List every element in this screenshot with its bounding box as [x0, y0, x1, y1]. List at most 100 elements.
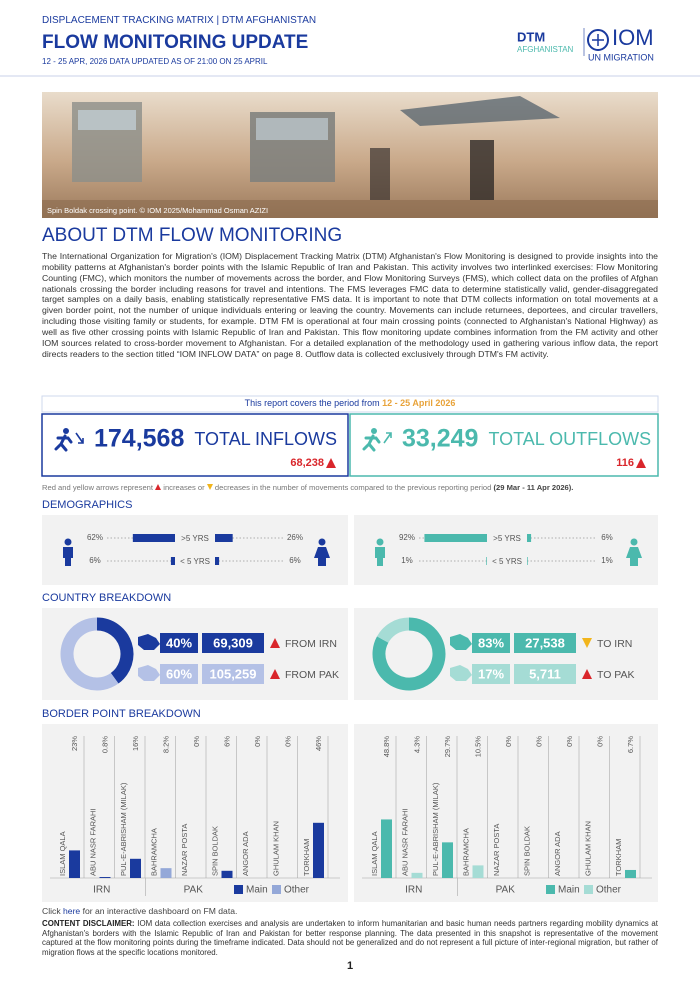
share-box [160, 664, 198, 684]
male-value: 92% [399, 533, 415, 542]
count-box [202, 664, 264, 684]
point-label: TORKHAM [614, 839, 623, 876]
female-value: 6% [601, 533, 613, 542]
dashboard-link[interactable]: here [63, 906, 81, 916]
bar-value: 0.8% [100, 736, 109, 753]
runner-icon [54, 434, 73, 452]
point-label: SPIN BOLDAK [210, 826, 219, 876]
bar-value: 29.7% [443, 736, 452, 758]
runner-icon [383, 432, 392, 444]
report-title: FLOW MONITORING UPDATE [42, 32, 309, 53]
group-label: PAK [184, 885, 204, 896]
note-period: (29 Mar - 11 Apr 2026). [493, 483, 574, 492]
point-label: NAZAR POSTA [180, 824, 189, 876]
panel-bg [42, 515, 348, 585]
point-label: ANGOR ADA [241, 831, 250, 876]
point-label: TORKHAM [302, 839, 311, 876]
point-label: NAZAR POSTA [492, 824, 501, 876]
bar-value: 10.5% [473, 736, 482, 758]
donut-segment [372, 617, 446, 691]
male-value: 1% [401, 556, 413, 565]
section-title: BORDER POINT BREAKDOWN [42, 708, 201, 720]
group-label: IRN [405, 885, 422, 896]
share-value: 17% [478, 666, 504, 681]
period-text: This report covers the period from [244, 398, 380, 408]
point-label: ABU NASR FARAHI [88, 808, 97, 876]
point-label: ABU NASR FARAHI [400, 808, 409, 876]
female-bar [527, 557, 528, 565]
link-text: Click [42, 906, 61, 916]
bar-value: 48.8% [382, 736, 391, 758]
bar [99, 877, 111, 878]
male-bar [132, 534, 175, 542]
bar [313, 822, 324, 878]
panel-bg [354, 515, 658, 585]
group-label: IRN [93, 885, 110, 896]
iom-emblem [587, 29, 609, 51]
logo-iom: IOM [612, 25, 654, 50]
disclaimer-label: CONTENT DISCLAIMER: [42, 919, 135, 928]
count-box [202, 633, 264, 653]
total-change: 68,238 [290, 457, 324, 469]
period-line: This report covers the period from 12 - … [42, 398, 658, 408]
female-bar [215, 557, 220, 565]
bar [130, 858, 141, 878]
person-icon [626, 547, 642, 566]
point-label: PUL-E-ABRISHAM (MILAK) [431, 782, 440, 876]
bar-value: 23% [70, 736, 79, 751]
total-value: 174,568 [94, 425, 184, 453]
female-bar [527, 534, 532, 542]
person-icon [318, 538, 326, 546]
bar [625, 869, 636, 878]
dashboard-line: Click here for an interactive dashboard … [42, 906, 237, 916]
total-value: 33,249 [402, 425, 478, 453]
male-bar [424, 534, 487, 542]
point-label: PUL-E-ABRISHAM (MILAK) [119, 782, 128, 876]
up-arrow [155, 484, 162, 490]
note-text: increases or [163, 483, 205, 492]
bar-value: 0% [504, 736, 513, 747]
donut-segment [377, 617, 410, 644]
country-map [450, 665, 472, 681]
flow-label: TO PAK [597, 669, 635, 681]
point-label: BAHRAMCHA [461, 828, 470, 876]
age-label: < 5 YRS [492, 557, 522, 566]
runner-icon [362, 434, 381, 452]
runner-icon [75, 432, 84, 444]
legend-swatch [234, 885, 243, 894]
point-label: ISLAM QALA [370, 831, 379, 876]
bar [472, 865, 484, 878]
flow-label: TO IRN [597, 638, 632, 650]
point-label: SPIN BOLDAK [522, 826, 531, 876]
report-subtitle: 12 - 25 APR, 2026 DATA UPDATED AS OF 21:… [42, 57, 268, 66]
note-text: decreases in the number of movements com… [214, 483, 492, 492]
runner-icon [371, 428, 377, 434]
count-value: 5,711 [529, 666, 561, 681]
country-map [450, 634, 472, 650]
legend-swatch [546, 885, 555, 894]
person-icon [375, 547, 385, 566]
trend-arrow [270, 638, 280, 648]
bar-value: 6% [222, 736, 231, 747]
person-icon [314, 547, 330, 566]
bar [381, 819, 392, 878]
male-value: 6% [89, 556, 101, 565]
about-body: The International Organization for Migra… [42, 251, 658, 359]
bar-value: 0% [534, 736, 543, 747]
bar [69, 850, 80, 878]
section-title: DEMOGRAPHICS [42, 499, 133, 511]
male-value: 62% [87, 533, 103, 542]
down-arrow [206, 484, 213, 490]
male-bar [170, 557, 175, 565]
donut-segment [60, 617, 119, 691]
total-change: 116 [616, 457, 634, 469]
note-text: Red and yellow arrows represent [42, 483, 154, 492]
count-value: 105,259 [210, 666, 257, 681]
legend-swatch [584, 885, 593, 894]
trend-arrow [582, 638, 592, 648]
bar-value: 16% [131, 736, 140, 751]
trend-arrow [326, 458, 336, 468]
point-label: BAHRAMCHA [149, 828, 158, 876]
legend-label: Other [596, 885, 622, 896]
